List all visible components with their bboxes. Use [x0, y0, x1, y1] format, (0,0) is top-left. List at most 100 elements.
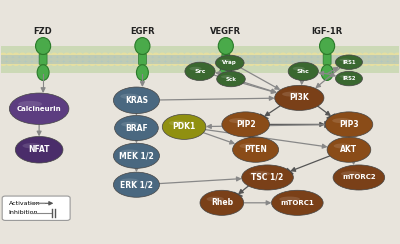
- Circle shape: [83, 62, 89, 65]
- Circle shape: [376, 58, 381, 61]
- Circle shape: [356, 53, 362, 57]
- Circle shape: [166, 62, 172, 65]
- Text: TSC 1/2: TSC 1/2: [252, 173, 284, 182]
- Circle shape: [338, 62, 343, 65]
- Circle shape: [20, 58, 25, 61]
- Circle shape: [128, 58, 133, 61]
- Ellipse shape: [272, 190, 323, 215]
- Circle shape: [363, 58, 368, 61]
- Circle shape: [248, 53, 254, 57]
- Circle shape: [140, 58, 146, 61]
- FancyBboxPatch shape: [1, 46, 399, 72]
- Text: PTEN: PTEN: [244, 145, 267, 154]
- Circle shape: [134, 62, 140, 65]
- Ellipse shape: [169, 121, 186, 126]
- Circle shape: [229, 58, 235, 61]
- Text: MEK 1/2: MEK 1/2: [119, 151, 154, 160]
- Ellipse shape: [282, 92, 302, 97]
- Circle shape: [178, 62, 184, 65]
- Circle shape: [83, 53, 89, 57]
- Ellipse shape: [250, 171, 270, 176]
- Circle shape: [312, 53, 318, 57]
- Ellipse shape: [9, 93, 69, 124]
- Ellipse shape: [220, 59, 231, 62]
- Circle shape: [369, 58, 375, 61]
- Circle shape: [160, 53, 165, 57]
- Circle shape: [58, 58, 63, 61]
- Circle shape: [45, 53, 51, 57]
- Circle shape: [96, 62, 102, 65]
- Ellipse shape: [120, 94, 139, 99]
- Circle shape: [286, 53, 292, 57]
- Circle shape: [77, 58, 82, 61]
- Circle shape: [13, 58, 19, 61]
- Circle shape: [166, 58, 172, 61]
- Circle shape: [325, 62, 330, 65]
- Circle shape: [376, 62, 381, 65]
- Ellipse shape: [36, 38, 51, 54]
- FancyBboxPatch shape: [222, 54, 230, 64]
- Ellipse shape: [162, 114, 206, 139]
- Ellipse shape: [120, 178, 139, 183]
- Text: AKT: AKT: [340, 145, 358, 154]
- Circle shape: [299, 53, 305, 57]
- Circle shape: [121, 53, 127, 57]
- Circle shape: [325, 58, 330, 61]
- Circle shape: [20, 53, 25, 57]
- Circle shape: [204, 58, 210, 61]
- Text: mTORC1: mTORC1: [280, 200, 314, 206]
- Circle shape: [121, 58, 127, 61]
- Circle shape: [318, 58, 324, 61]
- Circle shape: [255, 62, 260, 65]
- Circle shape: [217, 53, 222, 57]
- Text: Inhibition: Inhibition: [8, 210, 38, 215]
- Circle shape: [286, 62, 292, 65]
- Circle shape: [153, 58, 159, 61]
- Circle shape: [312, 58, 318, 61]
- Ellipse shape: [216, 55, 244, 71]
- Ellipse shape: [222, 112, 270, 137]
- Circle shape: [242, 53, 248, 57]
- Circle shape: [223, 53, 229, 57]
- Circle shape: [172, 53, 178, 57]
- Ellipse shape: [218, 38, 233, 54]
- Circle shape: [274, 62, 280, 65]
- Text: NFAT: NFAT: [28, 145, 50, 154]
- Ellipse shape: [293, 67, 305, 71]
- Circle shape: [45, 58, 51, 61]
- Circle shape: [363, 53, 368, 57]
- Circle shape: [32, 58, 38, 61]
- Circle shape: [261, 58, 267, 61]
- Ellipse shape: [200, 190, 244, 215]
- Circle shape: [102, 53, 108, 57]
- Text: Src: Src: [194, 69, 206, 74]
- Circle shape: [109, 53, 114, 57]
- Ellipse shape: [242, 165, 293, 190]
- Text: ERK 1/2: ERK 1/2: [120, 180, 153, 189]
- Circle shape: [83, 58, 89, 61]
- Circle shape: [268, 62, 273, 65]
- Circle shape: [191, 58, 197, 61]
- Circle shape: [229, 62, 235, 65]
- Circle shape: [26, 58, 32, 61]
- Text: mTORC2: mTORC2: [342, 174, 376, 181]
- Circle shape: [13, 62, 19, 65]
- Circle shape: [26, 62, 32, 65]
- Circle shape: [115, 58, 120, 61]
- Text: VEGFR: VEGFR: [210, 27, 241, 36]
- Circle shape: [102, 62, 108, 65]
- Text: IRS1: IRS1: [342, 60, 356, 65]
- Circle shape: [204, 62, 210, 65]
- Circle shape: [331, 62, 337, 65]
- Circle shape: [64, 53, 70, 57]
- Circle shape: [293, 53, 298, 57]
- Ellipse shape: [136, 65, 148, 80]
- Circle shape: [210, 58, 216, 61]
- FancyBboxPatch shape: [138, 54, 146, 64]
- Ellipse shape: [120, 150, 139, 154]
- Circle shape: [242, 58, 248, 61]
- Circle shape: [77, 53, 82, 57]
- Ellipse shape: [327, 137, 371, 162]
- Circle shape: [0, 62, 6, 65]
- Circle shape: [20, 62, 25, 65]
